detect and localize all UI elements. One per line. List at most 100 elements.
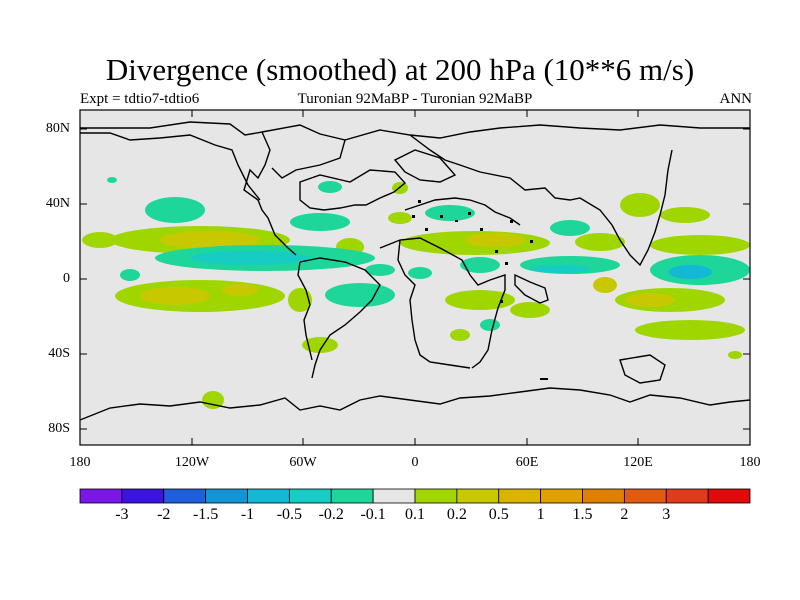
patch-pos: [160, 231, 260, 249]
colorbar-label: -2: [157, 506, 171, 523]
coastline-north-america-west: [80, 132, 261, 201]
colorbar-swatch: [288, 488, 332, 504]
lat-label-40s: 40S: [48, 346, 70, 361]
coastline-north-america: [80, 121, 297, 256]
patch-neg: [460, 257, 500, 273]
coastline-south-america: [299, 257, 381, 379]
colorbar-label: 1: [536, 506, 545, 523]
patch-neg: [480, 319, 500, 331]
patch-pos: [82, 232, 118, 248]
patch-neg: [145, 197, 205, 223]
colorbar-label: -0.1: [360, 506, 386, 523]
coastline-antarctica: [79, 387, 751, 421]
island: [510, 220, 513, 223]
lat-label-80n: 80N: [45, 121, 70, 136]
patch-neg: [408, 267, 432, 279]
island: [468, 212, 471, 215]
lon-label-120w: 120W: [174, 455, 210, 470]
lat-label-0: 0: [63, 271, 70, 286]
colorbar-label: -0.2: [318, 506, 344, 523]
island: [500, 300, 503, 303]
colorbar-label: 0.1: [405, 506, 425, 523]
colorbar-label: 0.2: [446, 506, 467, 523]
lat-label-80s: 80S: [48, 421, 70, 436]
colorbar-label: 2: [620, 506, 629, 523]
plot-title: Divergence (smoothed) at 200 hPa (10**6 …: [105, 52, 695, 87]
patch-neg: [120, 269, 140, 281]
colorbar-swatch: [582, 488, 625, 504]
axis-ticks: [80, 110, 750, 445]
lon-label-120e: 120E: [623, 455, 653, 470]
patch-pos: [222, 284, 258, 296]
island: [540, 378, 548, 380]
colorbar-label: 1.5: [572, 506, 593, 523]
colorbar-swatch: [456, 488, 500, 504]
island: [495, 250, 498, 253]
colorbar-swatch: [665, 488, 709, 504]
coastline-europe-asia: [344, 129, 673, 267]
coastline-south-america-west: [297, 261, 313, 361]
patch-pos: [635, 320, 745, 340]
colorbar-swatch: [121, 488, 165, 504]
colorbar-label: 0.5: [488, 506, 509, 523]
patch-neg: [425, 205, 475, 221]
coastline-europe-interior: [393, 149, 457, 183]
colorbar-label: -1.5: [192, 506, 219, 523]
colorbar-swatch: [372, 488, 416, 504]
coastline-north-atlantic: [299, 169, 407, 211]
patch-neg: [107, 177, 117, 183]
colorbar-swatch: [707, 488, 751, 504]
patch-neg: [668, 265, 712, 279]
patch-pos: [575, 233, 625, 251]
island: [480, 228, 483, 231]
colorbar-swatch: [79, 488, 123, 504]
patch-pos: [593, 277, 617, 293]
coastline-india: [514, 273, 549, 304]
patch-pos: [465, 233, 525, 247]
patch-pos: [450, 329, 470, 341]
colorbar-label: 3: [662, 506, 671, 523]
patch-neg: [318, 181, 342, 193]
patch-pos: [288, 288, 312, 312]
island: [530, 240, 533, 243]
colorbar-label: -1: [240, 506, 255, 523]
patch-pos: [510, 302, 550, 318]
patch-pos: [660, 207, 710, 223]
colorbar: [79, 488, 751, 504]
patch-neg: [550, 220, 590, 236]
patch-neg: [365, 264, 395, 276]
lon-label-60e: 60E: [515, 455, 539, 470]
patch-pos: [620, 193, 660, 217]
colorbar-label: -3: [115, 506, 129, 523]
colorbar-swatch: [414, 488, 458, 504]
experiment-label: Expt = tdtio7-tdtio6: [80, 91, 200, 107]
island: [418, 200, 421, 203]
coastline-tethys: [404, 197, 521, 226]
colorbar-swatch: [163, 488, 207, 504]
coastline-asia-north: [409, 124, 750, 139]
patch-pos: [728, 351, 742, 359]
patch-pos: [650, 235, 750, 255]
lon-label-0: 0: [411, 455, 419, 470]
coastline-africa: [379, 237, 506, 369]
coastline-africa-west: [397, 239, 471, 369]
colorbar-label: -0.5: [276, 506, 303, 523]
patch-pos: [202, 391, 224, 409]
coastline-australia: [619, 354, 666, 384]
patch-neg: [530, 265, 590, 273]
coastline-greenland: [261, 124, 346, 179]
patch-pos: [302, 337, 338, 353]
islands: [412, 200, 548, 380]
island: [412, 215, 415, 218]
patch-pos: [388, 212, 412, 224]
colorbar-swatch: [247, 488, 290, 504]
colorbar-swatch: [498, 488, 542, 504]
patch-pos: [625, 293, 675, 307]
patch-pos: [445, 290, 515, 310]
lon-label-180w: 180: [69, 455, 91, 470]
island: [425, 228, 428, 231]
island: [440, 215, 443, 218]
colorbar-swatch: [205, 488, 248, 504]
colorbar-swatch: [330, 488, 374, 504]
